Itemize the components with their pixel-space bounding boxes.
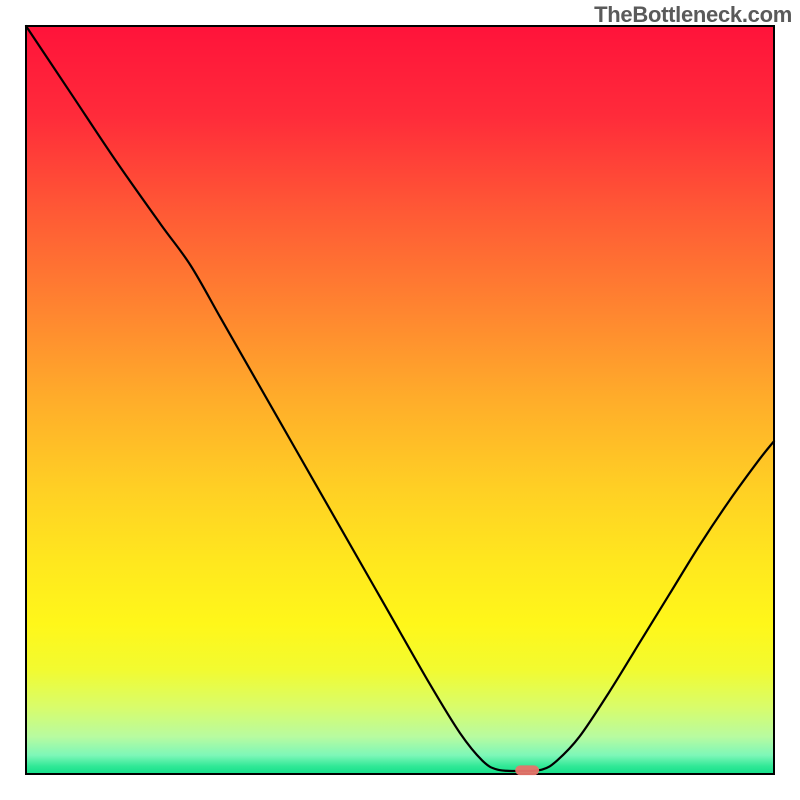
chart-gradient-bg — [26, 26, 774, 774]
optimal-marker — [515, 765, 539, 775]
watermark-text: TheBottleneck.com — [594, 2, 792, 28]
bottleneck-chart: TheBottleneck.com — [0, 0, 800, 800]
chart-svg — [0, 0, 800, 800]
